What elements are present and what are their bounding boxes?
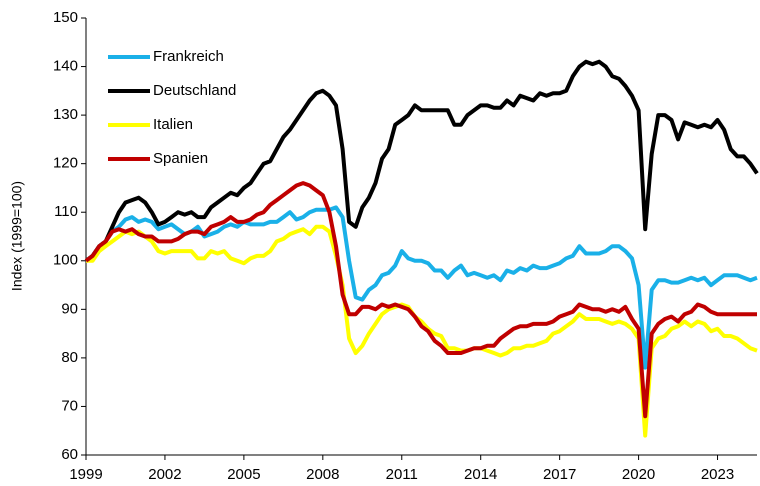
series-line bbox=[84, 59, 759, 263]
x-tick-label: 2014 bbox=[464, 466, 497, 483]
x-tick-label: 2011 bbox=[386, 466, 418, 483]
series-line bbox=[84, 181, 757, 419]
x-tick-label: 2017 bbox=[543, 466, 576, 483]
y-axis-label: Index (1999=100) bbox=[9, 181, 25, 291]
y-tick-label: 80 bbox=[61, 349, 78, 366]
x-tick-label: 2005 bbox=[227, 466, 260, 483]
y-tick-label: 100 bbox=[53, 252, 78, 269]
legend-label: Spanien bbox=[153, 150, 208, 167]
y-tick-label: 130 bbox=[53, 106, 78, 123]
series-line bbox=[84, 205, 758, 370]
x-tick-label: 2002 bbox=[148, 466, 181, 483]
y-tick-label: 70 bbox=[61, 397, 78, 414]
y-tick-label: 60 bbox=[61, 446, 78, 463]
x-tick-label: 2020 bbox=[622, 466, 655, 483]
x-tick-label: 2008 bbox=[306, 466, 339, 483]
series-line bbox=[86, 224, 758, 438]
y-tick-label: 140 bbox=[53, 58, 78, 75]
x-tick-label: 1999 bbox=[69, 466, 102, 483]
y-tick-label: 120 bbox=[53, 155, 78, 172]
legend-label: Italien bbox=[153, 116, 193, 133]
legend-label: Frankreich bbox=[153, 48, 224, 65]
y-tick-label: 90 bbox=[61, 300, 78, 317]
y-tick-label: 110 bbox=[54, 203, 78, 220]
y-tick-label: 150 bbox=[53, 9, 78, 26]
legend-label: Deutschland bbox=[153, 82, 236, 99]
x-tick-label: 2023 bbox=[701, 466, 734, 483]
